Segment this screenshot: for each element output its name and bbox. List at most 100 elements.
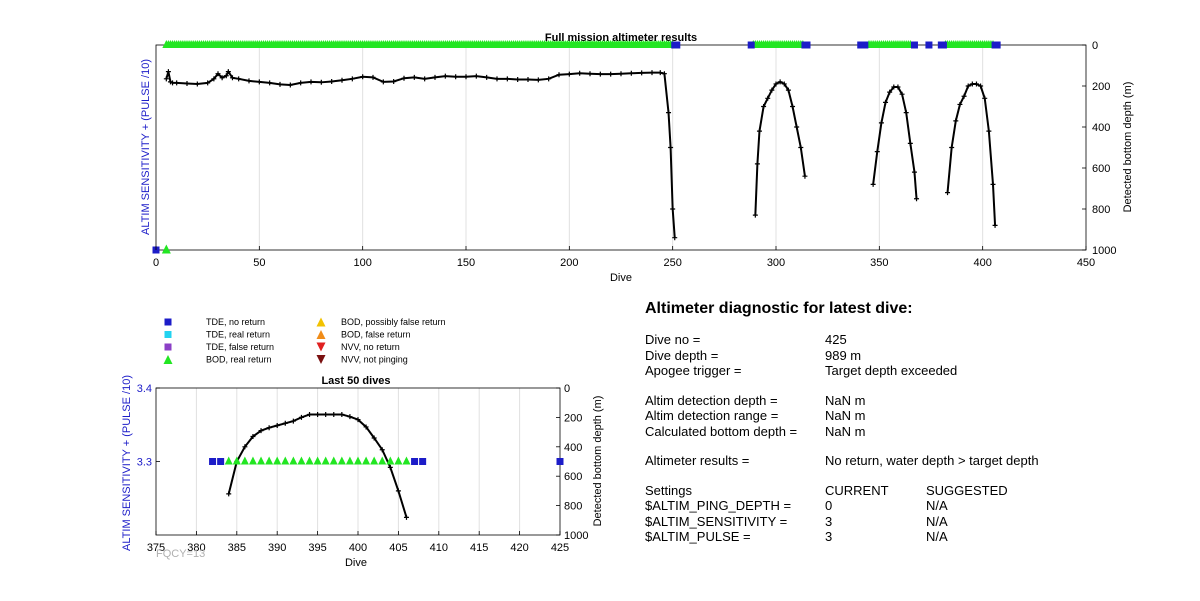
bod-real-return-marker (329, 456, 338, 465)
depth-point (219, 75, 225, 81)
depth-point (883, 99, 889, 105)
bod-real-return-marker (289, 456, 298, 465)
depth-point (785, 87, 791, 93)
depth-point (756, 128, 762, 134)
depth-point (668, 145, 674, 150)
setting-name: $ALTIM_PING_DEPTH = (645, 498, 792, 513)
depth-point (403, 514, 409, 520)
bod-real-return-marker (386, 456, 395, 465)
marker-legend: TDE, no return TDE, real return TDE, false… (163, 317, 446, 365)
depth-point (432, 74, 438, 80)
tde-no-return-marker (217, 458, 225, 465)
bottom-y-tick-label: 1000 (564, 530, 588, 542)
bottom-x-tick-label: 380 (187, 542, 205, 554)
bod-real-return-marker (240, 456, 249, 465)
tde-no-return-marker (747, 41, 755, 49)
setting-current: 0 (825, 498, 833, 513)
depth-point (298, 80, 304, 86)
depth-point (298, 414, 304, 420)
depth-point (895, 84, 901, 90)
triangle-up-icon (316, 317, 326, 327)
depth-point (387, 464, 393, 470)
legend-label: TDE, real return (206, 330, 270, 340)
depth-point (911, 169, 917, 175)
bottom-y-tick-label: 400 (564, 442, 582, 454)
depth-point (360, 74, 366, 80)
depth-point (339, 77, 345, 83)
depth-point (608, 71, 614, 77)
dive-no-value: 425 (825, 332, 847, 347)
bottom-left-tick-label: 3.3 (137, 457, 152, 469)
depth-point (781, 81, 787, 87)
depth-point (587, 71, 593, 77)
depth-point (798, 145, 804, 150)
bod-real-return-marker (394, 456, 403, 465)
depth-point (473, 73, 479, 79)
tde-no-return-marker (803, 41, 811, 49)
depth-point (442, 73, 448, 79)
depth-point (765, 95, 771, 101)
depth-point (546, 76, 552, 82)
depth-point (370, 74, 376, 80)
depth-point (349, 76, 355, 82)
depth-point (649, 70, 655, 76)
depth-point (666, 110, 672, 116)
bottom-y-tick-label: 800 (564, 501, 582, 513)
depth-point (982, 95, 988, 101)
depth-point (267, 80, 273, 86)
bottom-x-ticks: 375 380 385 390 395 400 405 410 415 420 425 (147, 531, 569, 554)
depth-point (965, 83, 971, 89)
depth-point (282, 420, 288, 426)
depth-point (802, 173, 808, 179)
results-value: No return, water depth > target depth (825, 453, 1039, 468)
depth-point (887, 89, 893, 95)
top-x-tick-label: 400 (973, 257, 991, 269)
suggested-header: SUGGESTED (926, 482, 1008, 498)
results-row: Altimeter results = No return, water dept… (645, 453, 1165, 469)
depth-point (628, 70, 634, 76)
depth-point (163, 76, 169, 82)
depth-point (769, 87, 775, 93)
bottom-y-tick-label: 200 (564, 412, 582, 424)
depth-point (790, 104, 796, 109)
top-y-tick-label: 1000 (1092, 245, 1116, 257)
setting-current: 3 (825, 513, 833, 529)
depth-point (223, 73, 229, 79)
bod-real-return-marker (402, 456, 411, 465)
setting-name: $ALTIM_PULSE = (645, 529, 751, 544)
bod-real-return-marker (273, 456, 282, 465)
depth-point (494, 76, 500, 82)
depth-point (773, 81, 779, 87)
det-range-label: Altim detection range = (645, 408, 779, 423)
depth-point (657, 70, 663, 76)
depth-point (379, 447, 385, 453)
full-mission-chart: 0 50 100 150 200 250 300 350 400 450 0 200 400 600 80… (140, 32, 1134, 284)
dive-no-label: Dive no = (645, 332, 701, 347)
tde-no-return-marker (939, 41, 947, 49)
depth-point (463, 74, 469, 80)
depth-line-segment (754, 80, 806, 216)
setting-row: $ALTIM_PING_DEPTH = 0 N/A (645, 498, 1165, 514)
bottom-x-tick-label: 425 (551, 542, 569, 554)
depth-point (899, 91, 905, 97)
depth-point (670, 206, 676, 212)
depth-point (672, 235, 678, 241)
dive-depth-value: 989 m (825, 347, 862, 363)
bod-real-return-marker (161, 244, 171, 254)
depth-point (986, 128, 992, 134)
top-x-tick-label: 50 (253, 257, 265, 269)
depth-point (331, 411, 337, 417)
current-header: CURRENT (825, 482, 889, 498)
depth-point (401, 75, 407, 81)
bottom-x-tick-label: 400 (349, 542, 367, 554)
depth-point (953, 118, 959, 124)
bod-real-return-marker (281, 456, 290, 465)
square-icon (164, 318, 172, 326)
bottom-right-y-ticks: 0 200 400 600 800 1000 (556, 383, 588, 542)
setting-row: $ALTIM_PULSE = 3 N/A (645, 529, 1165, 545)
depth-point (870, 181, 876, 187)
top-x-tick-label: 200 (560, 257, 578, 269)
dive-no-row: Dive no = 425 (645, 332, 1165, 348)
depth-point (484, 74, 490, 80)
bottom-y-tick-label: 600 (564, 471, 582, 483)
